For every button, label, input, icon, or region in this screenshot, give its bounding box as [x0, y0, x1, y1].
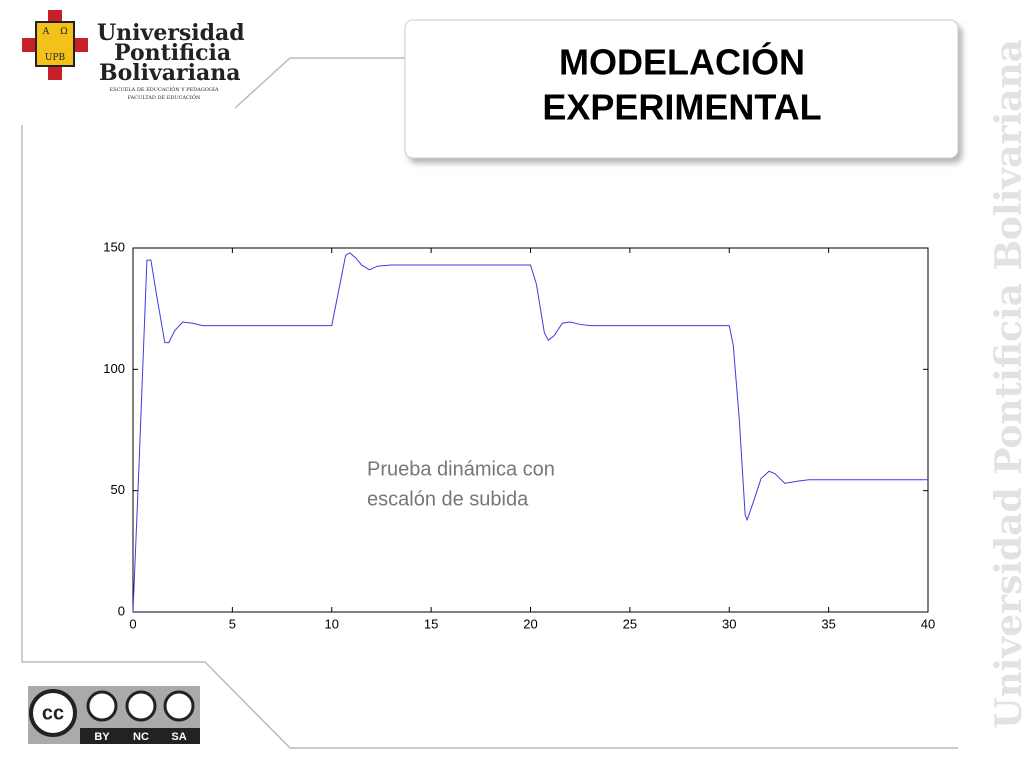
- logo-name: Universidad: [97, 20, 245, 46]
- frame-line: [21, 125, 958, 749]
- sa-icon: [163, 690, 195, 722]
- x-tick-label: 35: [821, 616, 835, 631]
- plot: 0 5 10 15 20 25 30 35 40 0 50 100 150 Prueba dinámica…: [103, 239, 935, 631]
- frame-line: [234, 57, 405, 109]
- y-tick-label: 100: [103, 361, 125, 376]
- y-tick-label: 0: [118, 603, 125, 618]
- x-tick-label: 20: [523, 616, 537, 631]
- y-tick-label: 150: [103, 239, 125, 254]
- shield-letter: Ω: [60, 27, 67, 37]
- license-label: NC: [133, 731, 149, 743]
- x-tick-label: 5: [229, 616, 236, 631]
- logo-name: Pontificia: [114, 40, 231, 66]
- cc-text: cc: [42, 702, 64, 724]
- annotation: Prueba dinámica con: [367, 458, 555, 480]
- title: EXPERIMENTAL: [542, 87, 821, 128]
- nc-icon: [125, 690, 157, 722]
- shield: [35, 21, 75, 67]
- by-icon: [86, 690, 118, 722]
- y-tick-label: 50: [111, 482, 125, 497]
- shield-letter: A: [42, 27, 50, 37]
- annotation: escalón de subida: [367, 488, 529, 510]
- logo-school: ESCUELA DE EDUCACIÓN Y PEDAGOGÍA: [110, 85, 219, 93]
- x-tick-label: 25: [623, 616, 637, 631]
- badge-band: [80, 728, 200, 744]
- x-tick-label: 15: [424, 616, 438, 631]
- x-tick-label: 40: [921, 616, 935, 631]
- cc-circle: [29, 689, 77, 737]
- x-tick-label: 30: [722, 616, 736, 631]
- shield-letter: UPB: [45, 53, 66, 63]
- plot-frame: [132, 247, 929, 613]
- license-label: BY: [94, 731, 110, 743]
- title: MODELACIÓN: [559, 41, 805, 83]
- title-box: [404, 19, 959, 159]
- license-badge: cc BY NC SA: [28, 686, 200, 744]
- x-tick-label: 10: [325, 616, 339, 631]
- watermark: Universidad Pontificia Bolivariana: [988, 39, 1024, 729]
- x-tick-label: 0: [129, 616, 136, 631]
- logo-name: Bolivariana: [99, 60, 240, 86]
- logo-faculty: FACULTAD DE EDUCACIÓN: [128, 93, 201, 101]
- license-label: SA: [171, 731, 186, 743]
- line: [132, 252, 928, 613]
- logo: A Ω UPB Universidad Pontificia Bolivaria…: [22, 10, 245, 101]
